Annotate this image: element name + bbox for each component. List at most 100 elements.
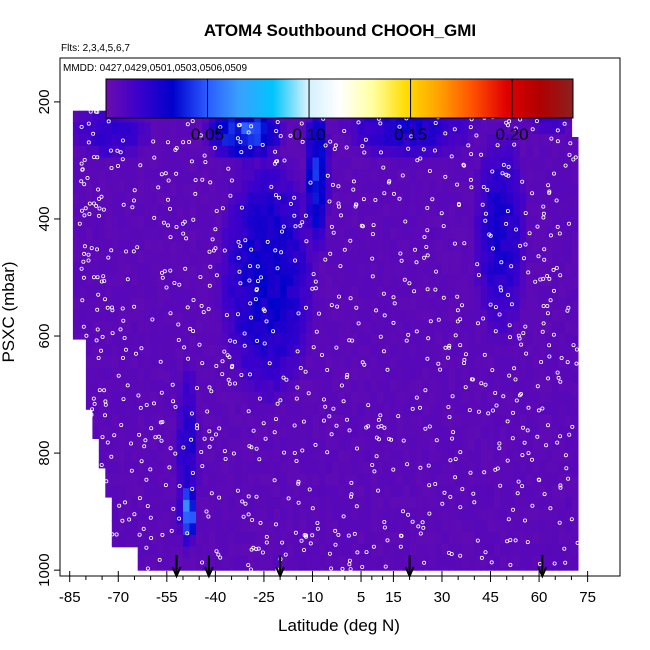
heatmap-cell: [565, 192, 573, 205]
sample-point: [207, 283, 212, 288]
heatmap-cell: [558, 134, 566, 147]
heatmap-cell: [299, 204, 307, 217]
sample-point: [228, 193, 233, 198]
sample-point: [189, 411, 194, 416]
heatmap-cell: [137, 180, 145, 194]
heatmap-cell: [422, 426, 430, 439]
heatmap-cell: [474, 169, 482, 182]
heatmap-cell: [558, 403, 566, 416]
heatmap-cell: [144, 274, 152, 287]
heatmap-cell: [435, 157, 443, 170]
heatmap-cell: [189, 511, 197, 524]
heatmap-cell: [526, 497, 534, 510]
heatmap-cell: [377, 391, 385, 404]
heatmap-cell: [157, 567, 165, 571]
heatmap-cell: [331, 508, 339, 521]
heatmap-cell: [221, 379, 229, 393]
heatmap-cell: [442, 192, 450, 205]
heatmap-cell: [545, 368, 553, 381]
sample-point: [91, 131, 96, 136]
heatmap-cell: [571, 429, 579, 442]
heatmap-cell: [157, 298, 165, 311]
heatmap-cell: [286, 543, 294, 557]
heatmap-cell: [435, 520, 443, 533]
sample-point: [209, 389, 214, 394]
heatmap-cell: [480, 543, 488, 557]
heatmap-cell: [390, 356, 398, 369]
heatmap-cell: [377, 192, 385, 205]
heatmap-cell: [85, 216, 93, 229]
colorbar-tick-label: 0.15: [394, 125, 427, 144]
sample-point: [159, 270, 164, 275]
heatmap-cell: [513, 403, 521, 416]
heatmap-cell: [221, 239, 229, 252]
heatmap-cell: [157, 438, 165, 451]
heatmap-cell: [409, 485, 417, 498]
sample-point: [349, 480, 354, 485]
sample-point: [472, 500, 477, 505]
sample-point: [448, 458, 453, 463]
heatmap-cell: [293, 426, 301, 439]
heatmap-cell: [377, 567, 385, 571]
sample-point: [381, 291, 386, 296]
heatmap-cell: [228, 450, 236, 463]
heatmap-cell: [325, 415, 333, 428]
sample-point: [469, 152, 474, 157]
heatmap-cell: [170, 219, 178, 232]
heatmap-cell: [338, 450, 346, 463]
heatmap-cell: [124, 543, 132, 548]
heatmap-cell: [319, 508, 327, 521]
heatmap-cell: [552, 321, 560, 334]
heatmap-cell: [370, 473, 378, 486]
heatmap-cell: [442, 122, 450, 135]
heatmap-cell: [150, 274, 158, 287]
heatmap-cell: [331, 543, 339, 557]
heatmap-cell: [267, 450, 275, 463]
heatmap-cell: [442, 567, 450, 571]
sample-point: [149, 536, 154, 541]
heatmap-cell: [448, 379, 456, 393]
heatmap-cell: [92, 426, 100, 439]
heatmap-cell: [215, 180, 223, 194]
sample-point: [540, 406, 545, 411]
heatmap-cell: [131, 520, 139, 533]
heatmap-cell: [331, 555, 339, 568]
sample-point: [131, 198, 136, 203]
heatmap-cell: [170, 207, 178, 220]
heatmap-cell: [500, 473, 508, 486]
heatmap-cell: [196, 485, 204, 498]
heatmap-cell: [519, 403, 527, 416]
heatmap-cell: [370, 169, 378, 182]
heatmap-cell: [539, 134, 547, 147]
heatmap-cell: [448, 567, 456, 571]
heatmap-cell: [157, 379, 165, 393]
heatmap-cell: [286, 321, 294, 334]
heatmap-cell: [189, 347, 197, 360]
heatmap-cell: [157, 227, 165, 240]
heatmap-cell: [176, 499, 184, 513]
heatmap-cell: [280, 450, 288, 463]
heatmap-cell: [312, 438, 320, 451]
heatmap-cell: [429, 379, 437, 393]
heatmap-cell: [435, 555, 443, 568]
sample-point: [135, 245, 140, 250]
heatmap-cell: [260, 145, 268, 159]
sample-point: [379, 424, 384, 429]
heatmap-cell: [416, 391, 424, 404]
heatmap-cell: [558, 333, 566, 346]
sample-point: [347, 338, 352, 343]
heatmap-cell: [215, 543, 223, 557]
heatmap-cell: [260, 262, 268, 276]
sample-point: [132, 188, 137, 193]
heatmap-cell: [513, 356, 521, 369]
sample-point: [298, 223, 303, 228]
heatmap-cell: [228, 204, 236, 217]
heatmap-cell: [306, 497, 314, 510]
heatmap-cell: [325, 438, 333, 451]
sample-point: [224, 313, 229, 318]
sample-point: [246, 409, 251, 414]
sample-point: [376, 488, 381, 493]
heatmap-cell: [286, 122, 294, 135]
heatmap-cell: [157, 426, 165, 439]
sample-point: [382, 525, 387, 530]
